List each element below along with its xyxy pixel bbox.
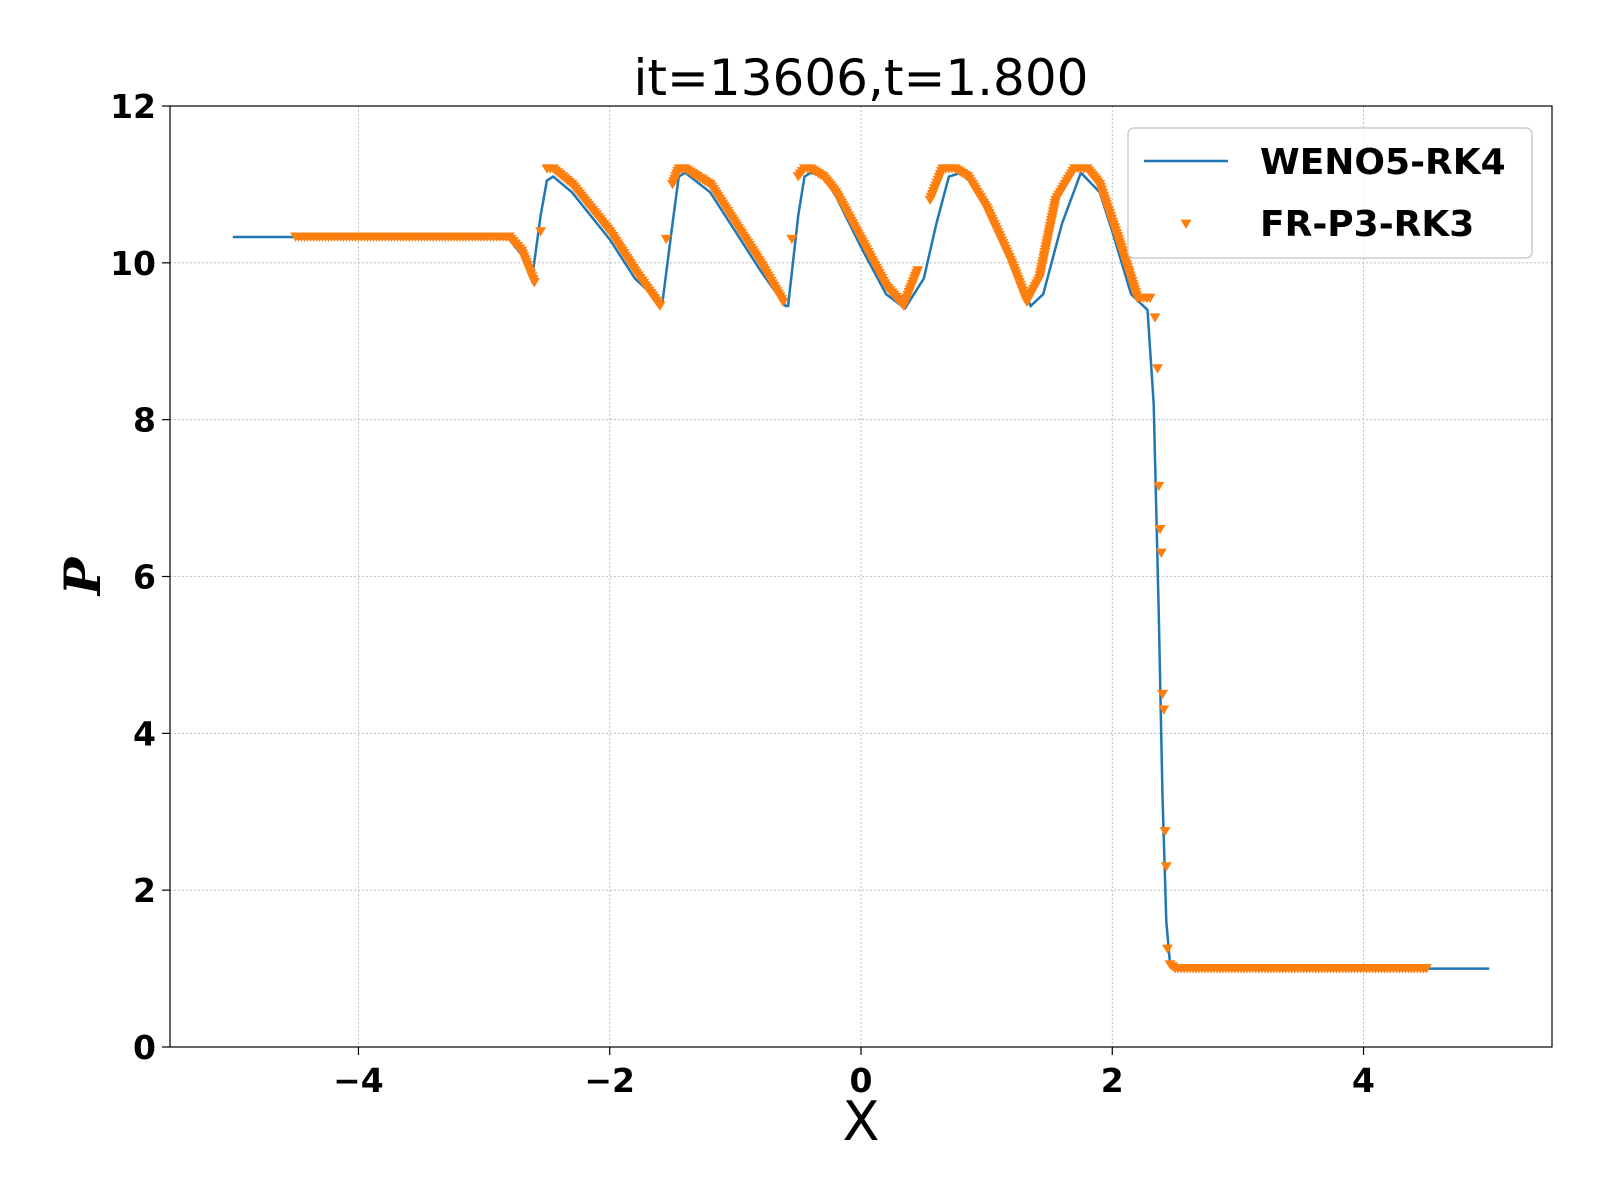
fr-p3-marker: [654, 301, 666, 311]
chart-title: it=13606,t=1.800: [634, 49, 1089, 107]
fr-p3-marker: [1420, 964, 1432, 974]
legend-box: [1127, 127, 1533, 259]
y-tick-label: 6: [133, 558, 156, 597]
legend: WENO5-RK4 FR-P3-RK3: [1127, 127, 1533, 259]
fr-p3-marker: [1152, 364, 1164, 374]
y-tick-label: 12: [110, 87, 156, 126]
y-axis-label: P: [53, 556, 112, 597]
fr-p3-marker: [1160, 862, 1172, 872]
fr-p3-marker: [1158, 705, 1170, 715]
x-tick-label: 2: [1101, 1061, 1124, 1100]
fr-p3-marker: [1159, 826, 1171, 837]
fr-p3-marker: [660, 234, 672, 245]
y-tick-label: 4: [133, 714, 156, 753]
fr-p3-marker: [528, 278, 540, 288]
x-tick-label: 0: [850, 1061, 873, 1100]
x-tick-label: 4: [1352, 1061, 1375, 1100]
series-layer: [232, 164, 1490, 974]
legend-fr-p3-marker-swatch: [1180, 219, 1192, 229]
y-tick-label: 0: [133, 1028, 156, 1067]
fr-p3-marker: [1155, 548, 1167, 558]
fr-p3-marker: [777, 297, 789, 307]
fr-p3-marker: [1149, 313, 1161, 323]
fr-p3-marker: [912, 266, 924, 276]
fr-p3-marker: [1154, 525, 1166, 535]
grid-layer: [170, 105, 1552, 1048]
legend-label-weno5: WENO5-RK4: [1260, 142, 1506, 183]
x-tick-label: −4: [333, 1061, 384, 1100]
x-axis-label: X: [843, 1090, 880, 1153]
fr-p3-marker: [535, 227, 547, 237]
fr-p3-marker: [1157, 689, 1169, 700]
y-tick-label: 2: [133, 871, 156, 910]
y-tick-label: 8: [133, 401, 156, 440]
fr-p3-marker: [1153, 481, 1165, 492]
fr-p3-marker: [1162, 944, 1174, 954]
fr-p3-marker: [786, 234, 798, 245]
x-tick-label: −2: [584, 1061, 635, 1100]
legend-label-fr-p3: FR-P3-RK3: [1260, 204, 1474, 245]
series-markers-fr-p3: [290, 164, 1432, 974]
y-tick-label: 10: [110, 244, 156, 283]
fr-p3-marker: [1144, 293, 1156, 304]
tick-layer: −4 −2 0 2 4 0 2 4 6 8 10 12: [110, 87, 1375, 1100]
